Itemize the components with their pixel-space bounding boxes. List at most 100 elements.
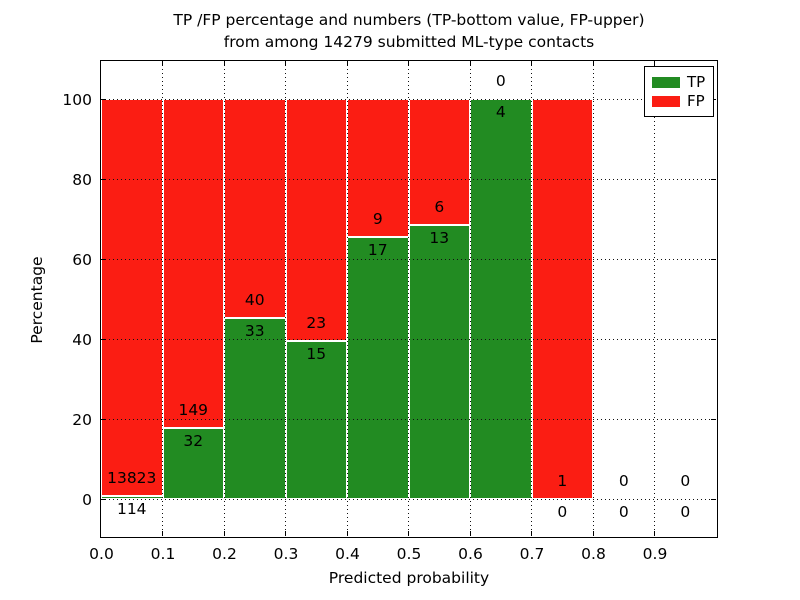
fp-color-swatch [652, 96, 680, 107]
x-tick-mark [223, 61, 225, 66]
x-tick-mark [531, 531, 532, 536]
y-tick-mark [101, 418, 106, 420]
x-tick-mark [162, 61, 163, 66]
legend-label-tp: TP [687, 73, 706, 91]
fp-count-label: 0 [618, 472, 629, 490]
x-tick-mark [285, 61, 286, 66]
fp-count-label: 1 [557, 472, 568, 490]
tp-color-swatch [652, 77, 680, 88]
gridline-vertical [531, 61, 532, 536]
chart-title-line2: from among 14279 submitted ML-type conta… [223, 33, 595, 51]
gridline-horizontal [101, 339, 716, 340]
fp-count-label: 13823 [107, 468, 157, 487]
x-tick-mark [592, 61, 594, 66]
bar-fp-segment [224, 99, 286, 319]
x-tick-mark [223, 531, 225, 536]
y-tick-label: 20 [72, 410, 92, 429]
x-tick-label: 0.5 [396, 545, 422, 563]
y-tick-label: 40 [72, 330, 92, 349]
gridline-vertical [346, 61, 348, 536]
x-tick-label: 0.0 [89, 545, 114, 563]
bar-fp-segment [531, 99, 593, 499]
bar-tp-segment [408, 225, 470, 499]
gridline-vertical [285, 61, 286, 536]
gridline-horizontal [101, 259, 716, 260]
x-tick-mark [408, 531, 409, 536]
bar-fp-segment [285, 99, 347, 342]
fp-count-label: 6 [434, 198, 445, 217]
y-tick-label: 0 [82, 490, 92, 509]
tp-count-label: 0 [557, 503, 568, 521]
fp-count-label: 0 [495, 72, 506, 90]
tp-count-label: 32 [183, 432, 204, 451]
tp-count-label: 114 [116, 499, 147, 518]
x-tick-label: 0.8 [581, 545, 606, 563]
gridline-horizontal [101, 419, 716, 420]
x-tick-label: 0.3 [273, 545, 299, 563]
y-tick-mark [711, 258, 716, 260]
x-tick-label: 0.1 [150, 545, 176, 563]
fp-count-label: 40 [244, 291, 265, 310]
y-tick-mark [101, 338, 106, 340]
y-tick-mark [101, 498, 106, 500]
y-tick-label: 60 [72, 250, 92, 269]
bar-fp-segment [101, 99, 163, 496]
y-tick-label: 100 [62, 90, 92, 109]
legend-item-tp: TP [652, 73, 706, 92]
tp-count-label: 15 [306, 345, 327, 364]
x-tick-label: 0.6 [458, 545, 483, 563]
fp-count-label: 149 [178, 401, 209, 420]
bar-tp-segment [470, 99, 532, 499]
tp-count-label: 17 [367, 241, 388, 260]
y-axis-label: Percentage [28, 256, 46, 344]
tp-count-label: 13 [429, 229, 450, 248]
y-tick-mark [101, 178, 106, 180]
x-tick-mark [285, 531, 286, 536]
y-tick-mark [101, 98, 106, 100]
gridline-horizontal [101, 179, 716, 180]
x-tick-mark [469, 61, 471, 66]
x-tick-mark [592, 531, 594, 536]
legend-item-fp: FP [652, 92, 706, 111]
fp-count-label: 9 [372, 210, 383, 229]
x-tick-mark [654, 531, 655, 536]
tp-count-label: 0 [618, 503, 629, 521]
gridline-vertical [162, 61, 163, 536]
x-tick-label: 0.2 [212, 545, 237, 563]
y-tick-mark [711, 178, 716, 180]
gridline-vertical [654, 61, 655, 536]
chart-title: TP /FP percentage and numbers (TP-bottom… [100, 9, 718, 53]
x-tick-mark [408, 61, 409, 66]
gridline-vertical [408, 61, 409, 536]
x-tick-mark [346, 531, 348, 536]
y-tick-mark [711, 498, 716, 500]
plot-area: TP FP 13823 114 149 32 40 33 23 15 9 17 6 13 0 4 1 0 0 0 0… [100, 60, 718, 538]
fp-count-label: 0 [680, 472, 691, 490]
fp-count-label: 23 [306, 314, 327, 333]
gridline-vertical [592, 61, 594, 536]
chart-title-line1: TP /FP percentage and numbers (TP-bottom… [173, 11, 645, 29]
tp-count-label: 33 [244, 322, 265, 341]
bar-tp-segment [224, 318, 286, 499]
y-tick-mark [711, 418, 716, 420]
x-tick-mark [346, 61, 348, 66]
tp-count-label: 4 [495, 103, 506, 121]
y-tick-mark [711, 338, 716, 340]
gridline-vertical [223, 61, 225, 536]
gridline-vertical [469, 61, 471, 536]
x-tick-label: 0.4 [335, 545, 360, 563]
y-tick-label: 80 [72, 170, 92, 189]
x-tick-mark [162, 531, 163, 536]
x-tick-mark [469, 531, 471, 536]
y-tick-mark [101, 258, 106, 260]
x-tick-label: 0.7 [519, 545, 545, 563]
x-tick-mark [531, 61, 532, 66]
x-axis-label: Predicted probability [328, 569, 490, 587]
x-tick-label: 0.9 [642, 545, 668, 563]
legend: TP FP [644, 66, 714, 117]
gridline-horizontal [101, 99, 716, 100]
x-tick-mark [654, 61, 655, 66]
gridline-horizontal [101, 499, 716, 500]
bar-tp-segment [347, 237, 409, 499]
